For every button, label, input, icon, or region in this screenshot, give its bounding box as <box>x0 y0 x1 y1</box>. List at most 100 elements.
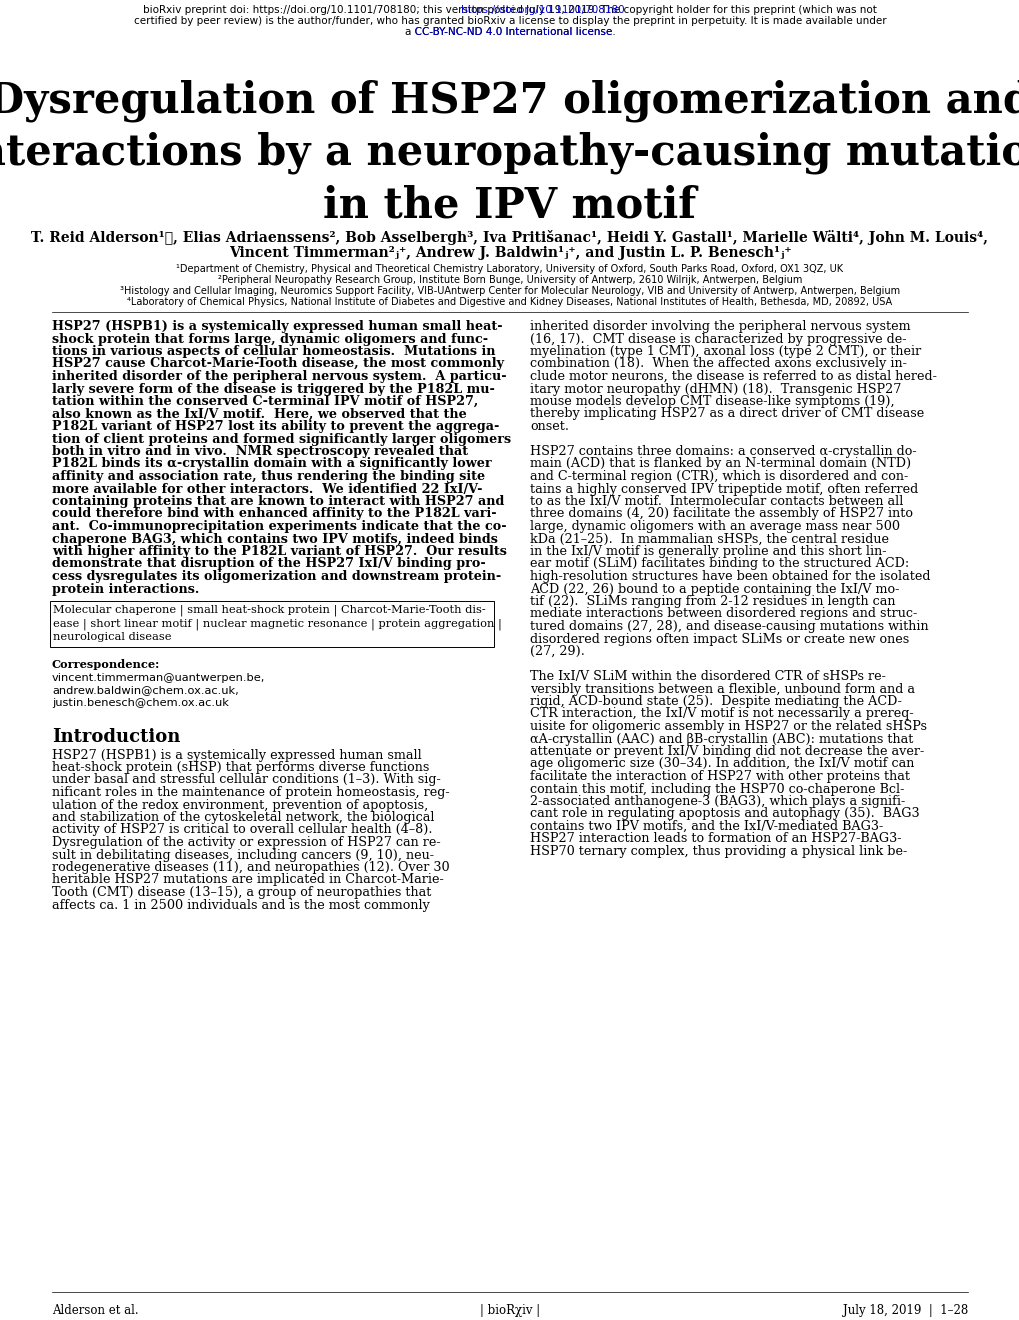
Text: high-resolution structures have been obtained for the isolated: high-resolution structures have been obt… <box>530 570 929 583</box>
Text: ulation of the redox environment, prevention of apoptosis,: ulation of the redox environment, preven… <box>52 799 428 812</box>
Text: kDa (21–25).  In mammalian sHSPs, the central residue: kDa (21–25). In mammalian sHSPs, the cen… <box>530 532 889 545</box>
Text: heat-shock protein (sHSP) that performs diverse functions: heat-shock protein (sHSP) that performs … <box>52 762 429 774</box>
Text: andrew.baldwin@chem.ox.ac.uk,: andrew.baldwin@chem.ox.ac.uk, <box>52 685 238 696</box>
Text: Dysregulation of HSP27 oligomerization and: Dysregulation of HSP27 oligomerization a… <box>0 81 1019 123</box>
Text: main (ACD) that is flanked by an N-terminal domain (NTD): main (ACD) that is flanked by an N-termi… <box>530 458 910 470</box>
Text: with higher affinity to the P182L variant of HSP27.  Our results: with higher affinity to the P182L varian… <box>52 545 506 558</box>
Text: justin.benesch@chem.ox.ac.uk: justin.benesch@chem.ox.ac.uk <box>52 698 228 708</box>
Text: could therefore bind with enhanced affinity to the P182L vari-: could therefore bind with enhanced affin… <box>52 507 496 520</box>
Text: ACD (22, 26) bound to a peptide containing the IxI/V mo-: ACD (22, 26) bound to a peptide containi… <box>530 582 899 595</box>
Text: sult in debilitating diseases, including cancers (9, 10), neu-: sult in debilitating diseases, including… <box>52 849 433 862</box>
Text: 2-associated anthanogene-3 (BAG3), which plays a signifi-: 2-associated anthanogene-3 (BAG3), which… <box>530 795 905 808</box>
Text: tif (22).  SLiMs ranging from 2-12 residues in length can: tif (22). SLiMs ranging from 2-12 residu… <box>530 595 895 609</box>
Text: disordered regions often impact SLiMs or create new ones: disordered regions often impact SLiMs or… <box>530 632 908 645</box>
Text: and C-terminal region (CTR), which is disordered and con-: and C-terminal region (CTR), which is di… <box>530 470 907 483</box>
Text: tains a highly conserved IPV tripeptide motif, often referred: tains a highly conserved IPV tripeptide … <box>530 483 917 495</box>
Text: tation within the conserved C-terminal IPV motif of HSP27,: tation within the conserved C-terminal I… <box>52 395 478 408</box>
Text: facilitate the interaction of HSP27 with other proteins that: facilitate the interaction of HSP27 with… <box>530 770 909 783</box>
Text: uisite for oligomeric assembly in HSP27 or the related sHSPs: uisite for oligomeric assembly in HSP27 … <box>530 719 926 733</box>
Text: affects ca. 1 in 2500 individuals and is the most commonly: affects ca. 1 in 2500 individuals and is… <box>52 899 429 912</box>
Text: versibly transitions between a flexible, unbound form and a: versibly transitions between a flexible,… <box>530 682 914 696</box>
Text: The IxI/V SLiM within the disordered CTR of sHSPs re-: The IxI/V SLiM within the disordered CTR… <box>530 671 886 682</box>
Text: to as the IxI/V motif.  Intermolecular contacts between all: to as the IxI/V motif. Intermolecular co… <box>530 495 903 508</box>
Text: both in vitro and in vivo.  NMR spectroscopy revealed that: both in vitro and in vivo. NMR spectrosc… <box>52 445 468 458</box>
Text: ant.  Co-immunoprecipitation experiments indicate that the co-: ant. Co-immunoprecipitation experiments … <box>52 520 506 533</box>
Text: mouse models develop CMT disease-like symptoms (19),: mouse models develop CMT disease-like sy… <box>530 395 894 408</box>
Text: Introduction: Introduction <box>52 729 180 747</box>
Text: https://doi.org/10.1101/708180: https://doi.org/10.1101/708180 <box>395 5 624 15</box>
Text: mediate interactions between disordered regions and struc-: mediate interactions between disordered … <box>530 607 916 620</box>
Text: Vincent Timmerman²ⱼ⁺, Andrew J. Baldwin¹ⱼ⁺, and Justin L. P. Benesch¹ⱼ⁺: Vincent Timmerman²ⱼ⁺, Andrew J. Baldwin¹… <box>228 246 791 260</box>
Text: and stabilization of the cytoskeletal network, the biological: and stabilization of the cytoskeletal ne… <box>52 810 434 824</box>
Text: Dysregulation of the activity or expression of HSP27 can re-: Dysregulation of the activity or express… <box>52 836 440 849</box>
Text: αA-crystallin (AAC) and βB-crystallin (ABC): mutations that: αA-crystallin (AAC) and βB-crystallin (A… <box>530 733 912 746</box>
Text: July 18, 2019  |  1–28: July 18, 2019 | 1–28 <box>842 1304 967 1317</box>
Text: onset.: onset. <box>530 420 569 433</box>
Text: chaperone BAG3, which contains two IPV motifs, indeed binds: chaperone BAG3, which contains two IPV m… <box>52 532 497 545</box>
Text: cess dysregulates its oligomerization and downstream protein-: cess dysregulates its oligomerization an… <box>52 570 500 583</box>
Text: Alderson et al.: Alderson et al. <box>52 1304 139 1317</box>
Text: rigid, ACD-bound state (25).  Despite mediating the ACD-: rigid, ACD-bound state (25). Despite med… <box>530 696 901 708</box>
Text: rodegenerative diseases (11), and neuropathies (12). Over 30: rodegenerative diseases (11), and neurop… <box>52 861 449 874</box>
Text: Correspondence:: Correspondence: <box>52 659 160 671</box>
Text: ⁴Laboratory of Chemical Physics, National Institute of Diabetes and Digestive an: ⁴Laboratory of Chemical Physics, Nationa… <box>127 297 892 308</box>
Text: tions in various aspects of cellular homeostasis.  Mutations in: tions in various aspects of cellular hom… <box>52 345 495 358</box>
Text: P182L variant of HSP27 lost its ability to prevent the aggrega-: P182L variant of HSP27 lost its ability … <box>52 420 499 433</box>
Text: large, dynamic oligomers with an average mass near 500: large, dynamic oligomers with an average… <box>530 520 899 533</box>
Text: attenuate or prevent IxI/V binding did not decrease the aver-: attenuate or prevent IxI/V binding did n… <box>530 744 923 758</box>
Text: a CC-BY-NC-ND 4.0 International license.: a CC-BY-NC-ND 4.0 International license. <box>405 26 614 37</box>
Text: CTR interaction, the IxI/V motif is not necessarily a prereq-: CTR interaction, the IxI/V motif is not … <box>530 708 913 721</box>
Text: contain this motif, including the HSP70 co-chaperone Bcl-: contain this motif, including the HSP70 … <box>530 783 904 796</box>
Text: inherited disorder of the peripheral nervous system.  A particu-: inherited disorder of the peripheral ner… <box>52 370 506 383</box>
Text: Molecular chaperone | small heat-shock protein | Charcot-Marie-Tooth dis-: Molecular chaperone | small heat-shock p… <box>53 605 485 616</box>
Text: certified by peer review) is the author/funder, who has granted bioRxiv a licens: certified by peer review) is the author/… <box>133 16 886 26</box>
Text: clude motor neurons, the disease is referred to as distal hered-: clude motor neurons, the disease is refe… <box>530 370 936 383</box>
Text: interactions by a neuropathy-causing mutation: interactions by a neuropathy-causing mut… <box>0 132 1019 174</box>
Text: HSP70 ternary complex, thus providing a physical link be-: HSP70 ternary complex, thus providing a … <box>530 845 906 858</box>
Text: under basal and stressful cellular conditions (1–3). With sig-: under basal and stressful cellular condi… <box>52 774 440 787</box>
Text: | bioRχiv |: | bioRχiv | <box>480 1304 539 1317</box>
Text: HSP27 (HSPB1) is a systemically expressed human small: HSP27 (HSPB1) is a systemically expresse… <box>52 748 421 762</box>
Text: shock protein that forms large, dynamic oligomers and func-: shock protein that forms large, dynamic … <box>52 333 488 346</box>
Text: contains two IPV motifs, and the IxI/V-mediated BAG3-: contains two IPV motifs, and the IxI/V-m… <box>530 820 882 833</box>
Text: HSP27 cause Charcot-Marie-Tooth disease, the most commonly: HSP27 cause Charcot-Marie-Tooth disease,… <box>52 358 503 371</box>
Text: myelination (type 1 CMT), axonal loss (type 2 CMT), or their: myelination (type 1 CMT), axonal loss (t… <box>530 345 920 358</box>
Text: age oligomeric size (30–34). In addition, the IxI/V motif can: age oligomeric size (30–34). In addition… <box>530 758 913 771</box>
Text: CC-BY-NC-ND 4.0 International license: CC-BY-NC-ND 4.0 International license <box>408 26 611 37</box>
Text: larly severe form of the disease is triggered by the P182L mu-: larly severe form of the disease is trig… <box>52 383 494 396</box>
Text: neurological disease: neurological disease <box>53 632 171 642</box>
Text: itary motor neuropathy (dHMN) (18).  Transgenic HSP27: itary motor neuropathy (dHMN) (18). Tran… <box>530 383 901 396</box>
Text: three domains (4, 20) facilitate the assembly of HSP27 into: three domains (4, 20) facilitate the ass… <box>530 507 912 520</box>
Text: in the IxI/V motif is generally proline and this short lin-: in the IxI/V motif is generally proline … <box>530 545 886 558</box>
Text: ²Peripheral Neuropathy Research Group, Institute Born Bunge, University of Antwe: ²Peripheral Neuropathy Research Group, I… <box>218 275 801 285</box>
Text: tured domains (27, 28), and disease-causing mutations within: tured domains (27, 28), and disease-caus… <box>530 620 927 634</box>
Text: ear motif (SLiM) facilitates binding to the structured ACD:: ear motif (SLiM) facilitates binding to … <box>530 557 908 570</box>
FancyBboxPatch shape <box>50 601 493 647</box>
Text: Tooth (CMT) disease (13–15), a group of neuropathies that: Tooth (CMT) disease (13–15), a group of … <box>52 886 431 899</box>
Text: in the IPV motif: in the IPV motif <box>323 183 696 226</box>
Text: bioRxiv preprint doi: https://doi.org/10.1101/708180; this version posted July 1: bioRxiv preprint doi: https://doi.org/10… <box>143 5 876 15</box>
Text: tion of client proteins and formed significantly larger oligomers: tion of client proteins and formed signi… <box>52 433 511 446</box>
Text: inherited disorder involving the peripheral nervous system: inherited disorder involving the periphe… <box>530 319 910 333</box>
Text: HSP27 interaction leads to formation of an HSP27-BAG3-: HSP27 interaction leads to formation of … <box>530 833 901 846</box>
Text: combination (18).  When the affected axons exclusively in-: combination (18). When the affected axon… <box>530 358 906 371</box>
Text: (16, 17).  CMT disease is characterized by progressive de-: (16, 17). CMT disease is characterized b… <box>530 333 906 346</box>
Text: also known as the IxI/V motif.  Here, we observed that the: also known as the IxI/V motif. Here, we … <box>52 408 467 421</box>
Text: cant role in regulating apoptosis and autophagy (35).  BAG3: cant role in regulating apoptosis and au… <box>530 808 919 821</box>
Text: protein interactions.: protein interactions. <box>52 582 199 595</box>
Text: thereby implicating HSP27 as a direct driver of CMT disease: thereby implicating HSP27 as a direct dr… <box>530 408 923 421</box>
Text: ³Histology and Cellular Imaging, Neuromics Support Facility, VIB-UAntwerp Center: ³Histology and Cellular Imaging, Neuromi… <box>120 286 899 296</box>
Text: affinity and association rate, thus rendering the binding site: affinity and association rate, thus rend… <box>52 470 485 483</box>
Text: T. Reid Alderson¹˴, Elias Adriaenssens², Bob Asselbergh³, Iva Pritišanac¹, Heidi: T. Reid Alderson¹˴, Elias Adriaenssens²,… <box>32 230 987 246</box>
Text: heritable HSP27 mutations are implicated in Charcot-Marie-: heritable HSP27 mutations are implicated… <box>52 874 443 887</box>
Text: HSP27 (HSPB1) is a systemically expressed human small heat-: HSP27 (HSPB1) is a systemically expresse… <box>52 319 502 333</box>
Text: activity of HSP27 is critical to overall cellular health (4–8).: activity of HSP27 is critical to overall… <box>52 824 432 837</box>
Text: vincent.timmerman@uantwerpen.be,: vincent.timmerman@uantwerpen.be, <box>52 673 265 682</box>
Text: ease | short linear motif | nuclear magnetic resonance | protein aggregation |: ease | short linear motif | nuclear magn… <box>53 619 501 630</box>
Text: containing proteins that are known to interact with HSP27 and: containing proteins that are known to in… <box>52 495 503 508</box>
Text: ¹Department of Chemistry, Physical and Theoretical Chemistry Laboratory, Univers: ¹Department of Chemistry, Physical and T… <box>176 264 843 275</box>
Text: more available for other interactors.  We identified 22 IxI/V-: more available for other interactors. We… <box>52 483 482 495</box>
Text: P182L binds its α-crystallin domain with a significantly lower: P182L binds its α-crystallin domain with… <box>52 458 491 470</box>
Text: nificant roles in the maintenance of protein homeostasis, reg-: nificant roles in the maintenance of pro… <box>52 785 449 799</box>
Text: demonstrate that disruption of the HSP27 IxI/V binding pro-: demonstrate that disruption of the HSP27… <box>52 557 485 570</box>
